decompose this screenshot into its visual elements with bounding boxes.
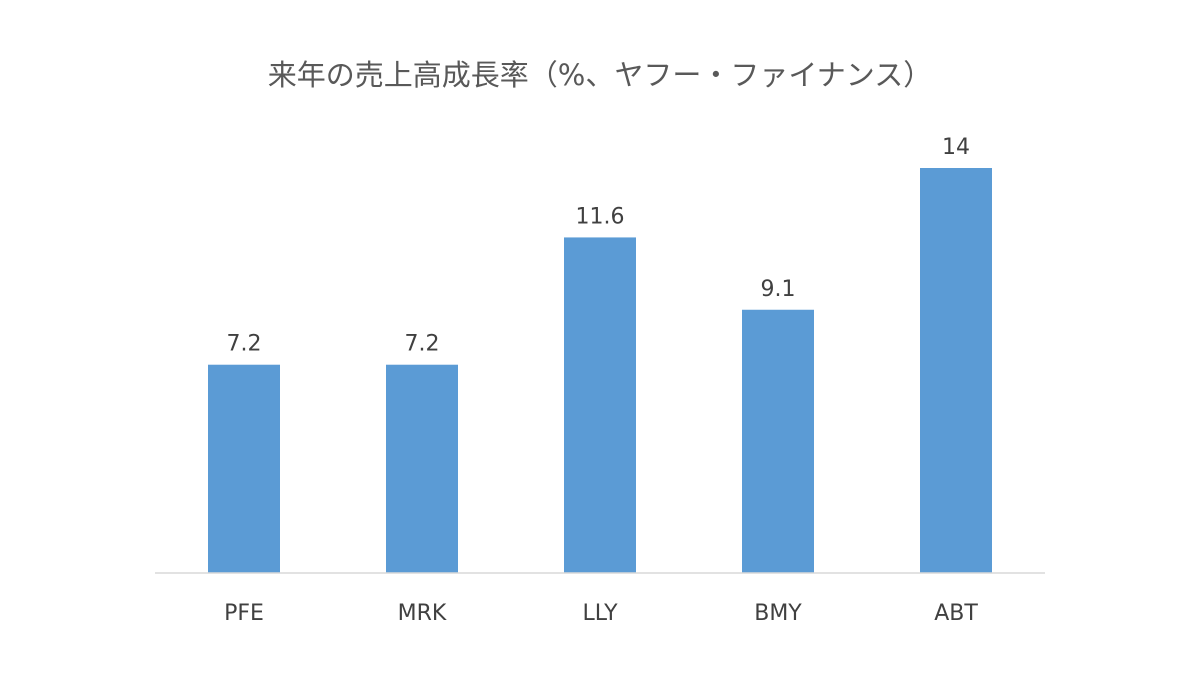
x-tick-label-abt: ABT (934, 601, 978, 626)
data-label-bmy: 9.1 (761, 277, 796, 302)
bar-pfe (208, 364, 280, 573)
data-label-lly: 11.6 (576, 204, 625, 229)
data-labels-group: 7.2 7.2 11.6 9.1 14 (227, 135, 971, 357)
bar-bmy (742, 309, 814, 573)
x-tick-label-bmy: BMY (754, 601, 802, 626)
data-label-abt: 14 (942, 135, 970, 160)
bar-lly (564, 237, 636, 573)
x-tick-label-lly: LLY (582, 601, 618, 626)
bars-group (208, 168, 992, 573)
data-label-mrk: 7.2 (405, 332, 440, 357)
data-label-pfe: 7.2 (227, 332, 262, 357)
x-tick-labels-group: PFE MRK LLY BMY ABT (224, 601, 978, 626)
x-tick-label-mrk: MRK (398, 601, 447, 626)
chart-title: 来年の売上高成長率（%、ヤフー・ファイナンス） (268, 58, 932, 92)
x-tick-label-pfe: PFE (224, 601, 264, 626)
bar-mrk (386, 364, 458, 573)
bar-abt (920, 168, 992, 573)
